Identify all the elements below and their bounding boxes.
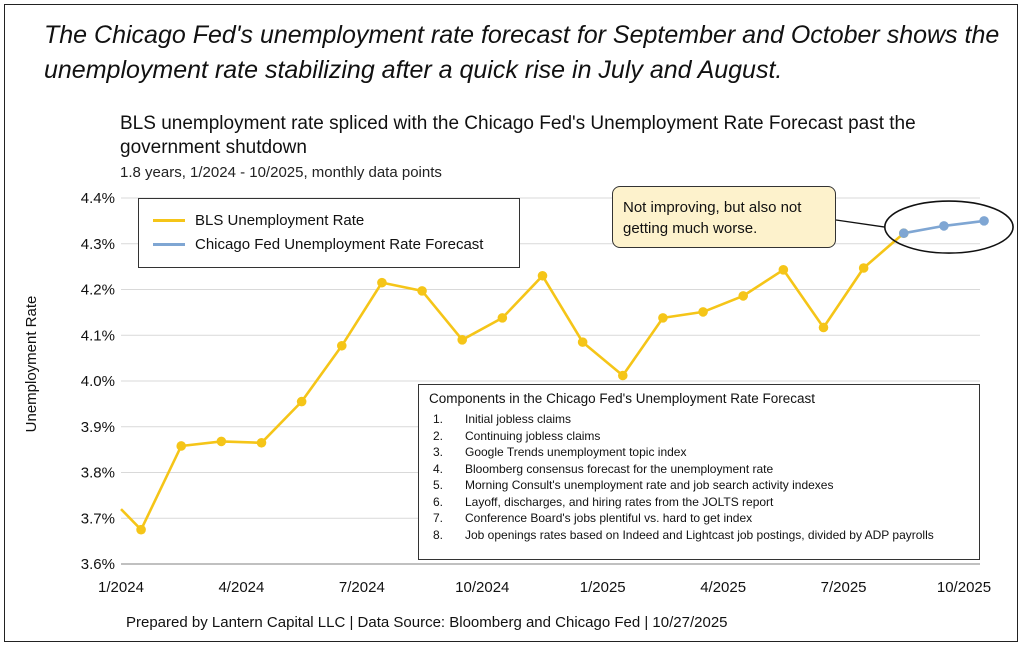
data-point bbox=[577, 337, 588, 347]
y-tick-label: 4.4% bbox=[81, 190, 115, 207]
y-tick-label: 4.2% bbox=[81, 282, 115, 299]
component-text: Conference Board's jobs plentiful vs. ha… bbox=[465, 511, 753, 525]
component-item: 6. Layoff, discharges, and hiring rates f… bbox=[429, 494, 969, 511]
legend: BLS Unemployment Rate Chicago Fed Unempl… bbox=[138, 198, 520, 268]
component-text: Layoff, discharges, and hiring rates fro… bbox=[465, 494, 774, 509]
x-tick-label: 7/2025 bbox=[821, 579, 867, 596]
y-axis-label: Unemployment Rate bbox=[23, 296, 40, 433]
component-text: Morning Consult's unemployment rate and … bbox=[465, 478, 834, 492]
component-text: Initial jobless claims bbox=[465, 412, 572, 426]
y-tick-labels: 3.6% 3.7% 3.8% 3.9% 4.0% 4.1% 4.2% 4.3% 4.4% bbox=[81, 190, 115, 573]
chart-title: BLS unemployment rate spliced with the C… bbox=[120, 113, 916, 158]
data-point bbox=[296, 396, 307, 407]
component-number: 8. bbox=[433, 527, 444, 542]
component-number: 5. bbox=[433, 478, 444, 492]
data-point bbox=[256, 437, 267, 448]
data-point bbox=[698, 307, 708, 317]
source-footer: Prepared by Lantern Capital LLC | Data S… bbox=[126, 614, 728, 631]
x-tick-label: 4/2025 bbox=[700, 579, 746, 596]
x-tick-labels: 1/2024 4/2024 7/2024 10/2024 1/2025 4/2025 7/2… bbox=[98, 579, 991, 596]
data-point bbox=[216, 436, 227, 447]
data-point bbox=[778, 265, 789, 275]
chart-subtitle: 1.8 years, 1/2024 - 10/2025, monthly dat… bbox=[120, 164, 442, 181]
y-tick-label: 3.7% bbox=[81, 510, 115, 527]
highlight-ellipse bbox=[883, 200, 1014, 254]
legend-item-bls: BLS Unemployment Rate bbox=[153, 209, 364, 231]
component-item: 2. Continuing jobless claims bbox=[429, 428, 969, 445]
series-layer bbox=[120, 216, 989, 535]
component-number: 1. bbox=[433, 412, 444, 426]
legend-label-bls: BLS Unemployment Rate bbox=[195, 211, 365, 229]
component-item: 8. Job openings rates based on Indeed and… bbox=[429, 527, 969, 544]
data-point bbox=[658, 313, 668, 323]
y-tick-label: 4.1% bbox=[81, 327, 115, 344]
components-list: 1. Initial jobless claims 2. Continuing jo… bbox=[429, 411, 969, 543]
component-number: 3. bbox=[433, 445, 444, 459]
data-point bbox=[898, 228, 909, 239]
data-point bbox=[457, 335, 468, 345]
x-tick-label: 1/2024 bbox=[98, 579, 144, 596]
x-tick-label: 4/2024 bbox=[218, 579, 264, 596]
data-point bbox=[176, 441, 187, 451]
legend-label-forecast: Chicago Fed Unemployment Rate Forecast bbox=[195, 235, 484, 253]
component-item: 5. Morning Consult's unemployment rate an… bbox=[429, 477, 969, 494]
data-point bbox=[617, 370, 628, 381]
headline: The Chicago Fed's unemployment rate fore… bbox=[44, 21, 1000, 84]
data-point bbox=[417, 286, 427, 296]
legend-swatch-forecast bbox=[153, 242, 185, 246]
components-box: Components in the Chicago Fed's Unemploy… bbox=[418, 384, 980, 560]
callout-pointer bbox=[835, 219, 885, 228]
data-point bbox=[377, 277, 387, 288]
x-tick-label: 10/2024 bbox=[455, 579, 509, 596]
component-number: 7. bbox=[433, 511, 444, 525]
x-tick-label: 1/2025 bbox=[580, 579, 626, 596]
components-title: Components in the Chicago Fed's Unemploy… bbox=[429, 391, 816, 406]
component-item: 3. Google Trends unemployment topic index bbox=[429, 444, 969, 461]
y-tick-label: 3.9% bbox=[81, 419, 115, 436]
component-item: 4. Bloomberg consensus forecast for the u… bbox=[429, 461, 969, 478]
data-point bbox=[979, 216, 989, 226]
legend-item-forecast: Chicago Fed Unemployment Rate Forecast bbox=[153, 233, 483, 255]
component-text: Job openings rates based on Indeed and L… bbox=[465, 527, 934, 542]
component-item: 7. Conference Board's jobs plentiful vs. … bbox=[429, 510, 969, 527]
component-item: 1. Initial jobless claims bbox=[429, 411, 969, 428]
callout-box: Not improving, but also not getting much… bbox=[612, 186, 836, 248]
y-tick-label: 4.3% bbox=[81, 236, 115, 253]
data-point bbox=[858, 263, 869, 273]
legend-swatch-bls bbox=[153, 218, 185, 222]
y-tick-label: 3.6% bbox=[81, 556, 115, 573]
data-point bbox=[136, 524, 146, 535]
data-point bbox=[497, 313, 508, 323]
component-number: 6. bbox=[433, 494, 444, 509]
component-number: 4. bbox=[433, 461, 444, 476]
component-text: Continuing jobless claims bbox=[465, 428, 601, 443]
data-point bbox=[939, 221, 949, 231]
y-tick-label: 4.0% bbox=[81, 373, 115, 390]
component-number: 2. bbox=[433, 428, 444, 443]
x-tick-label: 7/2024 bbox=[339, 579, 385, 596]
component-text: Bloomberg consensus forecast for the une… bbox=[465, 461, 774, 476]
component-text: Google Trends unemployment topic index bbox=[465, 445, 687, 459]
data-point bbox=[537, 270, 548, 281]
data-point bbox=[336, 340, 347, 351]
x-tick-label: 10/2025 bbox=[937, 579, 991, 596]
data-point bbox=[738, 291, 749, 301]
data-point bbox=[818, 322, 829, 333]
y-tick-label: 3.8% bbox=[81, 465, 115, 482]
